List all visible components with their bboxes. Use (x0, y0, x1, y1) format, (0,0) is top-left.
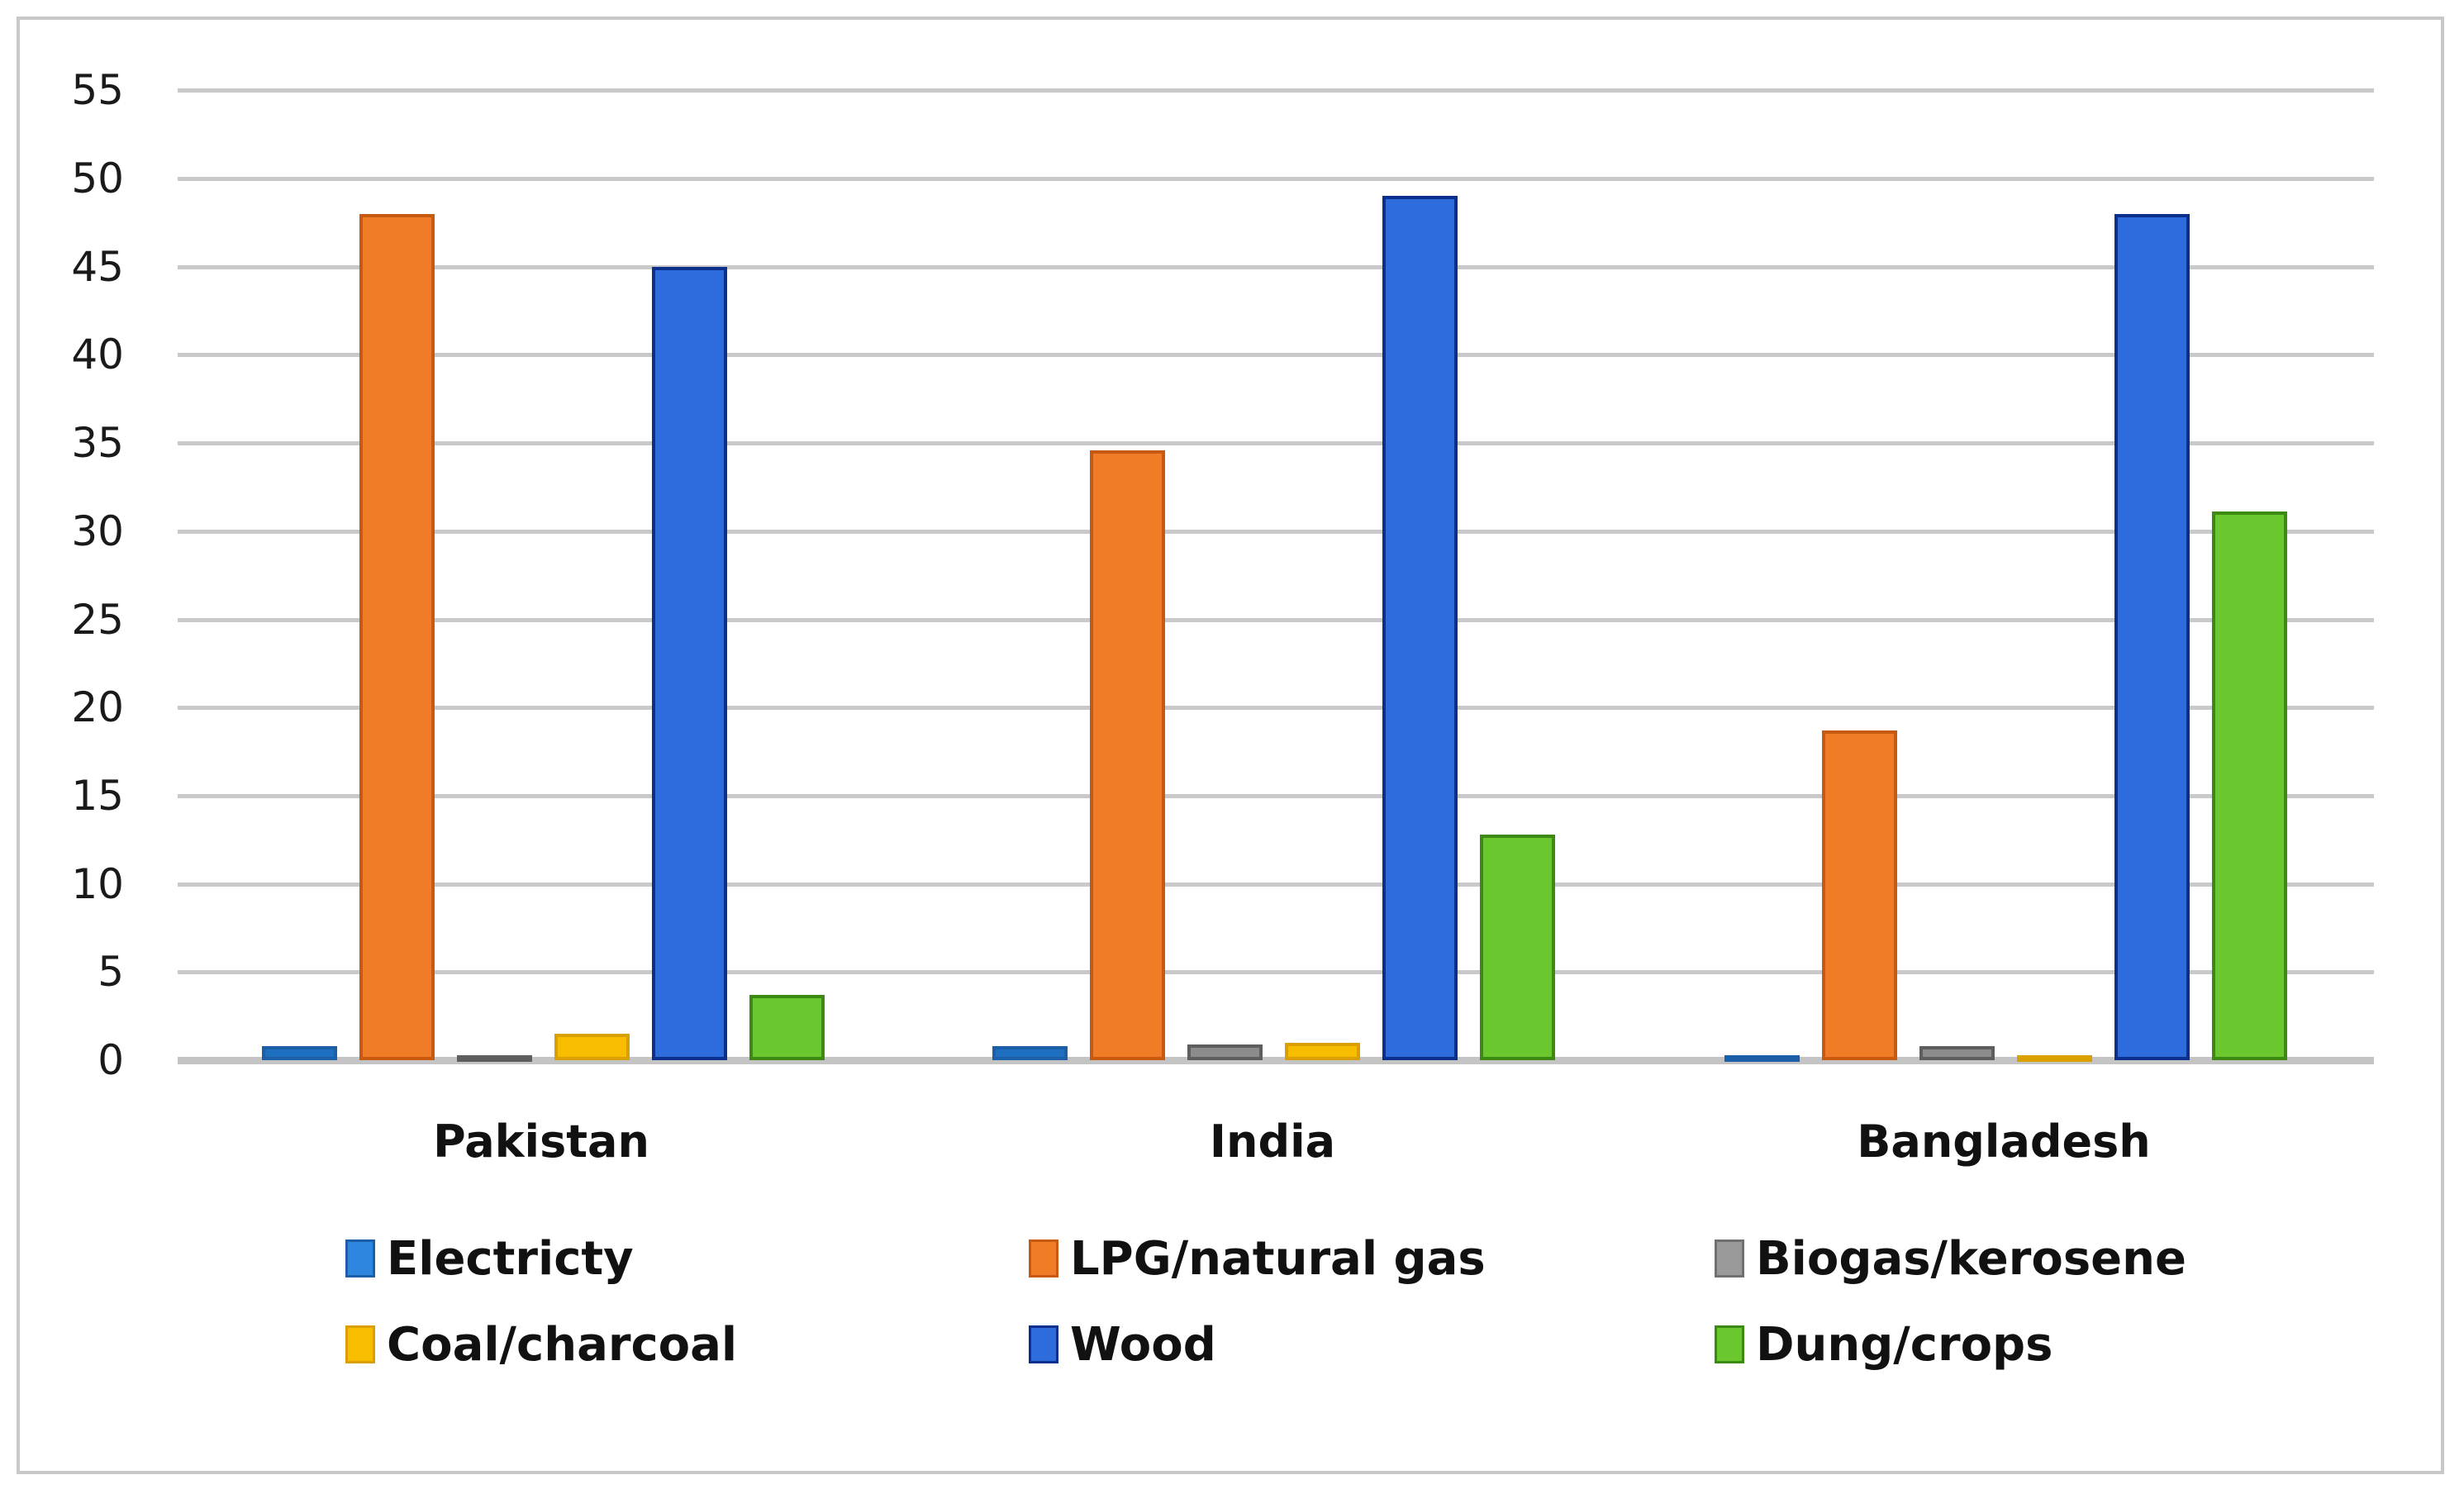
y-tick-label: 0 (98, 1036, 124, 1084)
category-label-pakistan: Pakistan (433, 1116, 649, 1168)
bar-wood-bangladesh (2114, 213, 2190, 1060)
bar-wood-india (1382, 196, 1458, 1060)
legend-item-lpg: LPG/natural gas (1029, 1232, 1486, 1286)
y-tick-label: 45 (71, 242, 124, 291)
legend-item-electricity: Electricty (345, 1232, 634, 1286)
bar-dung-crops-india (1480, 834, 1555, 1060)
y-tick-label: 50 (71, 155, 124, 202)
legend-swatch-wood (1029, 1325, 1058, 1363)
legend-swatch-biogas (1715, 1239, 1744, 1278)
legend-item-coal: Coal/charcoal (345, 1318, 737, 1372)
legend-item-wood: Wood (1029, 1318, 1216, 1372)
bar-electricty-india (992, 1045, 1068, 1060)
gridline (178, 529, 2374, 534)
bar-biogas-kerosene-pakistan (457, 1054, 532, 1062)
gridline (178, 264, 2374, 269)
y-tick-label: 30 (71, 507, 124, 555)
bar-electricty-pakistan (262, 1045, 337, 1060)
x-axis-baseline (178, 1057, 2374, 1064)
y-tick-label: 25 (71, 595, 124, 644)
gridline (178, 706, 2374, 711)
legend-item-dung: Dung/crops (1715, 1318, 2053, 1372)
bar-biogas-kerosene-bangladesh (1919, 1045, 1995, 1060)
legend-swatch-dung (1715, 1325, 1744, 1363)
category-label-india: India (1209, 1116, 1336, 1168)
gridline (178, 353, 2374, 358)
legend-item-biogas: Biogas/kerosene (1715, 1232, 2186, 1286)
category-label-bangladesh: Bangladesh (1857, 1116, 2151, 1168)
legend-swatch-lpg (1029, 1239, 1058, 1278)
legend-swatch-coal (345, 1325, 375, 1363)
gridline (178, 177, 2374, 181)
y-tick-label: 35 (71, 419, 124, 468)
bar-coal-charcoal-pakistan (554, 1033, 630, 1060)
bar-coal-charcoal-bangladesh (2017, 1055, 2092, 1062)
bar-dung-crops-bangladesh (2212, 511, 2287, 1060)
gridline (178, 793, 2374, 798)
gridline (178, 617, 2374, 622)
bar-wood-pakistan (652, 266, 727, 1060)
legend-swatch-electricity (345, 1239, 375, 1278)
gridline (178, 88, 2374, 93)
bar-lpg-natural-gas-pakistan (359, 213, 435, 1060)
y-tick-label: 10 (71, 859, 124, 908)
y-tick-label: 55 (71, 66, 124, 115)
gridline (178, 441, 2374, 446)
gridline (178, 882, 2374, 887)
gridline (178, 970, 2374, 975)
bar-lpg-natural-gas-india (1090, 450, 1165, 1060)
y-tick-label: 40 (71, 331, 124, 379)
bar-lpg-natural-gas-bangladesh (1822, 730, 1897, 1060)
bar-coal-charcoal-india (1285, 1042, 1360, 1060)
bar-dung-crops-pakistan (749, 995, 825, 1060)
y-tick-label: 15 (71, 771, 124, 820)
y-tick-label: 20 (71, 683, 124, 732)
bar-electricty-bangladesh (1724, 1055, 1800, 1062)
y-tick-label: 5 (98, 948, 124, 997)
bar-biogas-kerosene-india (1187, 1044, 1263, 1060)
